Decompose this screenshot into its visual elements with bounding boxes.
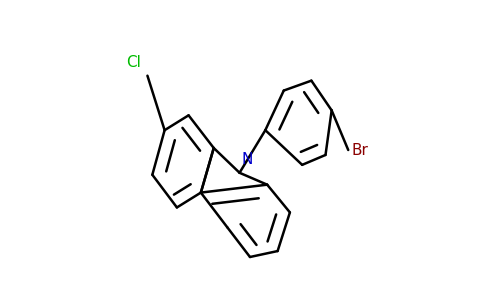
Text: Br: Br [351, 142, 368, 158]
Text: N: N [241, 152, 252, 167]
Text: Cl: Cl [127, 55, 141, 70]
